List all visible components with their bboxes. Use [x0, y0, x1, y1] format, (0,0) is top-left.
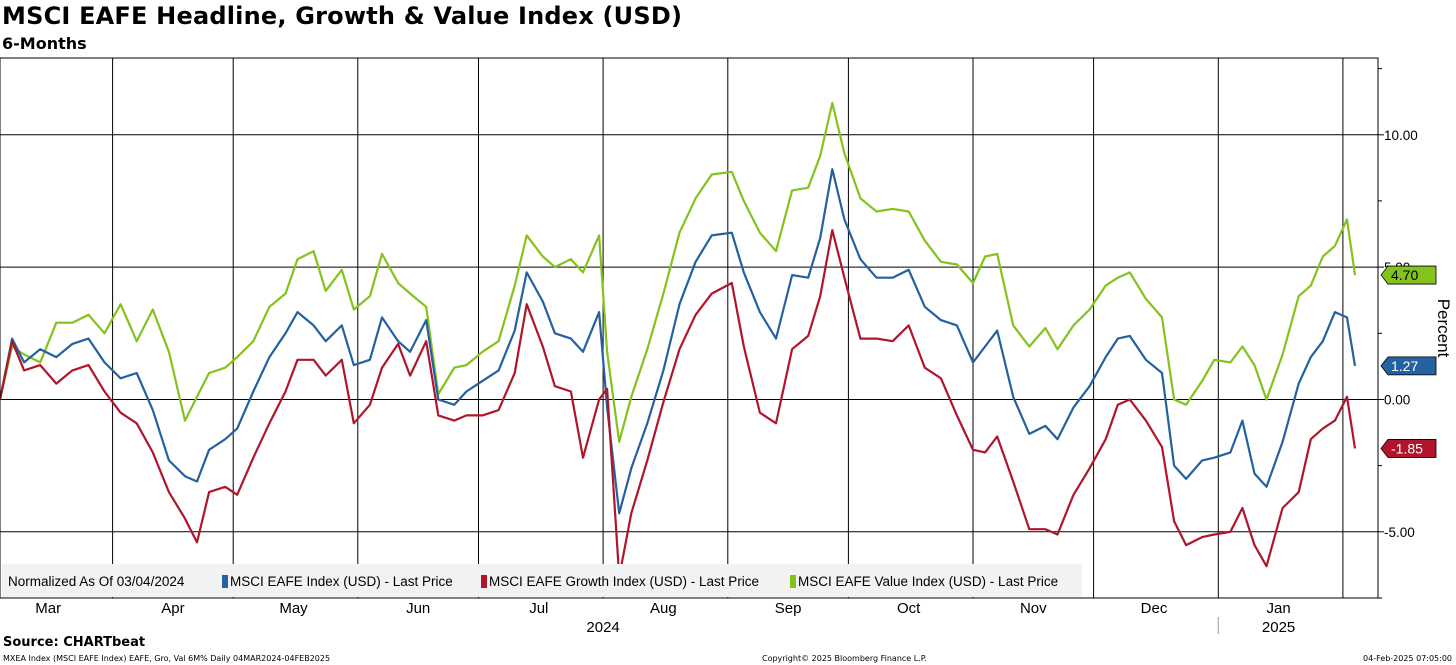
chart-subtitle: 6-Months — [2, 34, 87, 53]
legend-swatch-growth — [481, 575, 487, 588]
horizontal-gridlines — [0, 134, 1378, 533]
end-value-label-headline: 1.27 — [1391, 358, 1418, 374]
x-month-label: May — [279, 600, 308, 617]
copyright: Copyright© 2025 Bloomberg Finance L.P. — [762, 654, 927, 663]
y-axis-label: Percent — [1434, 299, 1453, 358]
x-month-label: Sep — [775, 600, 802, 617]
end-value-labels: 1.27 -1.85 4.70 — [1380, 265, 1437, 458]
end-value-label-value: 4.70 — [1391, 267, 1418, 283]
ticker-info: MXEA Index (MSCI EAFE Index) EAFE, Gro, … — [3, 654, 331, 663]
legend-background — [2, 564, 1082, 597]
legend-swatch-value — [790, 575, 796, 588]
chart-title: MSCI EAFE Headline, Growth & Value Index… — [2, 2, 683, 30]
source-note: Source: CHARTbeat — [3, 635, 146, 650]
plot-area-frame — [0, 57, 1379, 599]
y-axis: 10.005.000.00-5.00 — [1378, 68, 1418, 599]
series-lines — [0, 101, 1357, 578]
legend-label-value: MSCI EAFE Value Index (USD) - Last Price — [798, 574, 1058, 589]
y-tick-label: -5.00 — [1384, 525, 1415, 540]
end-value-label-growth: -1.85 — [1391, 440, 1423, 456]
y-tick-label: 10.00 — [1384, 128, 1418, 143]
end-tag-headline — [1380, 356, 1437, 376]
x-axis: Mar Apr May Jun Jul Aug Sep Oct Nov Dec Jan 2024 202… — [35, 600, 1295, 636]
series-line-value — [0, 101, 1357, 443]
end-tag-growth — [1380, 439, 1437, 458]
x-month-label: Mar — [35, 600, 61, 617]
x-month-label: Nov — [1020, 600, 1047, 617]
x-month-label: Jul — [529, 600, 548, 617]
vertical-gridlines — [112, 58, 1344, 598]
x-month-label: Apr — [161, 600, 184, 617]
legend: Normalized As Of 03/04/2024 MSCI EAFE In… — [2, 564, 1082, 597]
legend-label-growth: MSCI EAFE Growth Index (USD) - Last Pric… — [489, 574, 759, 589]
x-year-label: 2024 — [586, 619, 619, 636]
x-year-label: 2025 — [1262, 619, 1295, 636]
x-month-label: Aug — [650, 600, 677, 617]
x-month-label: Oct — [897, 600, 921, 617]
legend-label-headline: MSCI EAFE Index (USD) - Last Price — [230, 574, 453, 589]
timestamp: 04-Feb-2025 07:05:00 — [1363, 654, 1452, 663]
end-tag-value — [1380, 265, 1437, 285]
legend-swatch-headline — [222, 575, 228, 588]
x-month-label: Jun — [406, 600, 430, 617]
series-line-growth — [0, 229, 1357, 578]
x-month-label: Dec — [1141, 600, 1168, 617]
legend-prefix: Normalized As Of 03/04/2024 — [8, 574, 185, 589]
series-line-headline — [0, 168, 1357, 515]
y-tick-label: 0.00 — [1384, 393, 1410, 408]
x-month-label: Jan — [1267, 600, 1291, 617]
